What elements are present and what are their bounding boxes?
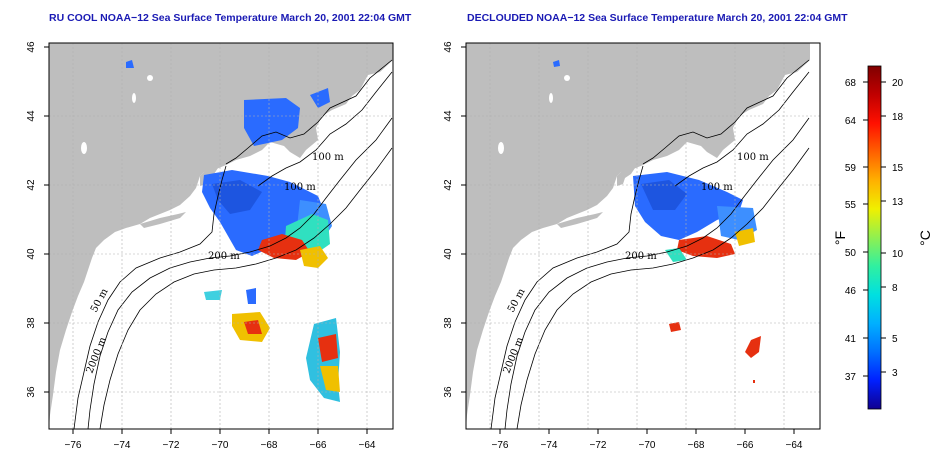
fahrenheit-tick-label: 46 — [845, 286, 857, 297]
lat-tick-label: 36 — [443, 386, 454, 398]
fahrenheit-tick-label: 37 — [845, 372, 857, 383]
lat-tick-label: 42 — [443, 179, 454, 191]
right-map-frame — [465, 42, 821, 430]
contour-label: 200 m — [625, 251, 657, 262]
bathymetry-contours — [73, 59, 393, 429]
lat-tick-label: 46 — [443, 41, 454, 53]
lon-tick-label: −74 — [114, 440, 131, 451]
contour-label: 100 m — [701, 182, 733, 193]
long-island — [140, 212, 186, 228]
celsius-tick-label: 10 — [892, 249, 904, 260]
land-mass — [466, 43, 810, 429]
fahrenheit-tick-label: 64 — [845, 116, 857, 127]
lon-tick-label: −70 — [212, 440, 229, 451]
lat-tick-label: 40 — [26, 248, 37, 260]
left-map-frame — [48, 42, 394, 430]
graticule — [49, 43, 393, 429]
lon-tick-label: −76 — [65, 440, 82, 451]
celsius-tick-label: 15 — [892, 163, 904, 174]
lat-tick-label: 40 — [443, 248, 454, 260]
lon-tick-label: −64 — [786, 440, 803, 451]
lat-tick-label: 36 — [26, 386, 37, 398]
lake — [81, 142, 87, 154]
celsius-tick-label: 5 — [892, 334, 898, 345]
fahrenheit-tick-label: 55 — [845, 200, 857, 211]
land-mass — [49, 43, 393, 429]
celsius-tick-label: 20 — [892, 78, 904, 89]
lat-tick-label: 44 — [26, 110, 37, 122]
lon-tick-label: −64 — [359, 440, 376, 451]
lake — [564, 75, 570, 81]
lake — [132, 93, 136, 103]
contour-label: 100 m — [737, 152, 769, 163]
contour-label: 100 m — [284, 182, 316, 193]
colorbar-gradient — [867, 65, 882, 410]
lon-tick-label: −72 — [163, 440, 180, 451]
lon-tick-label: −66 — [310, 440, 327, 451]
cape-cod — [617, 166, 635, 186]
celsius-tick-label: 18 — [892, 112, 904, 123]
celsius-tick-label: 13 — [892, 197, 904, 208]
graticule — [466, 43, 820, 429]
lake — [549, 93, 553, 103]
lon-tick-label: −74 — [541, 440, 558, 451]
lon-tick-label: −68 — [688, 440, 705, 451]
lake — [147, 75, 153, 81]
lat-tick-label: 38 — [443, 317, 454, 329]
lat-tick-label: 42 — [26, 179, 37, 191]
lon-tick-label: −76 — [492, 440, 509, 451]
right-map-panel: 100 m 100 m 200 m 50 m 2000 m −76 −74 −7… — [443, 41, 821, 451]
lake — [498, 142, 504, 154]
fahrenheit-tick-label: 41 — [845, 334, 857, 345]
fahrenheit-tick-label: 59 — [845, 163, 857, 174]
celsius-axis-label: °C — [917, 230, 933, 246]
left-map-panel: 100 m 100 m 200 m 50 m 2000 m −76 −74 −7… — [26, 41, 394, 451]
contour-label: 100 m — [312, 152, 344, 163]
lat-tick-label: 46 — [26, 41, 37, 53]
celsius-tick-label: 3 — [892, 368, 898, 379]
left-sst-data — [126, 60, 340, 402]
bathymetry-contours — [490, 59, 810, 429]
lat-tick-label: 44 — [443, 110, 454, 122]
lon-tick-label: −72 — [590, 440, 607, 451]
right-map-title: DECLOUDED NOAA−12 Sea Surface Temperatur… — [467, 12, 848, 24]
lon-tick-label: −66 — [737, 440, 754, 451]
lon-tick-label: −68 — [261, 440, 278, 451]
celsius-tick-label: 8 — [892, 283, 898, 294]
fahrenheit-tick-label: 50 — [845, 248, 857, 259]
right-sst-data — [553, 60, 761, 383]
fahrenheit-tick-label: 68 — [845, 78, 857, 89]
fahrenheit-axis-label: °F — [832, 231, 848, 245]
temperature-colorbar: 68 64 59 55 50 46 41 37 20 18 15 13 10 8… — [832, 65, 933, 410]
left-map-title: RU COOL NOAA−12 Sea Surface Temperature … — [49, 12, 412, 24]
contour-label: 200 m — [208, 251, 240, 262]
lon-tick-label: −70 — [639, 440, 656, 451]
long-island — [557, 212, 603, 228]
lat-tick-label: 38 — [26, 317, 37, 329]
